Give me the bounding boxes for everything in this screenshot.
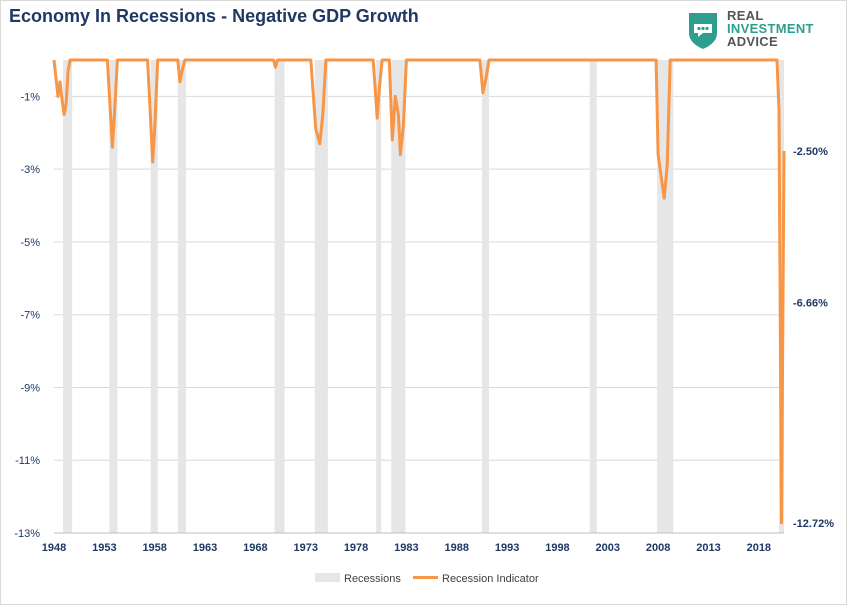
x-tick-label: 1973	[293, 542, 317, 554]
chart-title: Economy In Recessions - Negative GDP Gro…	[9, 6, 419, 26]
x-tick-label: 1958	[142, 542, 166, 554]
x-tick-label: 1993	[495, 542, 519, 554]
x-tick-label: 1963	[193, 542, 217, 554]
value-annotation: -12.72%	[793, 518, 834, 530]
logo-line-3: ADVICE	[727, 34, 778, 49]
recession-band	[481, 60, 489, 533]
shield-logo-icon	[689, 13, 717, 49]
gridlines	[54, 95, 784, 534]
y-tick-label: -3%	[20, 164, 40, 176]
recession-band	[150, 60, 158, 533]
y-tick-label: -11%	[15, 455, 40, 467]
y-tick-label: -9%	[20, 382, 40, 394]
recession-bands	[63, 60, 784, 533]
y-tick-label: -7%	[20, 310, 40, 322]
y-axis: -1% -3% -5% -7% -9% -11% -13%	[14, 91, 40, 540]
x-tick-label: 1998	[545, 542, 569, 554]
recession-band	[274, 60, 285, 533]
x-tick-label: 2003	[596, 542, 620, 554]
value-annotations: -2.50% -6.66% -12.72%	[793, 146, 834, 530]
recession-band	[314, 60, 328, 533]
x-tick-label: 1948	[42, 542, 66, 554]
x-axis: 1948 1953 1958 1963 1968 1973 1978 1983 1988 1993…	[42, 532, 784, 554]
logo-line-2: INVESTMENT	[727, 21, 814, 36]
recession-band	[63, 60, 73, 533]
recession-band	[589, 60, 597, 533]
recession-band	[657, 60, 674, 533]
legend-label-indicator: Recession Indicator	[442, 573, 539, 585]
recession-indicator-line	[52, 58, 786, 525]
logo-wordmark: REAL INVESTMENT ADVICE	[727, 9, 814, 48]
x-tick-label: 2008	[646, 542, 670, 554]
y-tick-label: -5%	[20, 237, 40, 249]
x-tick-label: 1983	[394, 542, 418, 554]
x-tick-label: 1953	[92, 542, 116, 554]
brand-logo: REAL INVESTMENT ADVICE	[683, 9, 833, 51]
x-tick-label: 2013	[696, 542, 720, 554]
recession-band	[376, 60, 382, 533]
x-tick-label: 1988	[445, 542, 469, 554]
legend-label-recessions: Recessions	[344, 573, 401, 585]
x-tick-label: 2018	[747, 542, 771, 554]
x-tick-label: 1978	[344, 542, 368, 554]
legend-swatch-recessions	[315, 573, 340, 582]
recession-band	[177, 60, 186, 533]
chart-legend: Recessions Recession Indicator	[315, 573, 539, 585]
logo-line-1: REAL	[727, 8, 764, 23]
y-tick-label: -13%	[14, 528, 40, 540]
value-annotation: -6.66%	[793, 297, 828, 309]
y-tick-label: -1%	[20, 91, 40, 103]
recession-band	[391, 60, 406, 533]
x-tick-label: 1968	[243, 542, 267, 554]
value-annotation: -2.50%	[793, 146, 828, 158]
recession-band	[109, 60, 118, 533]
